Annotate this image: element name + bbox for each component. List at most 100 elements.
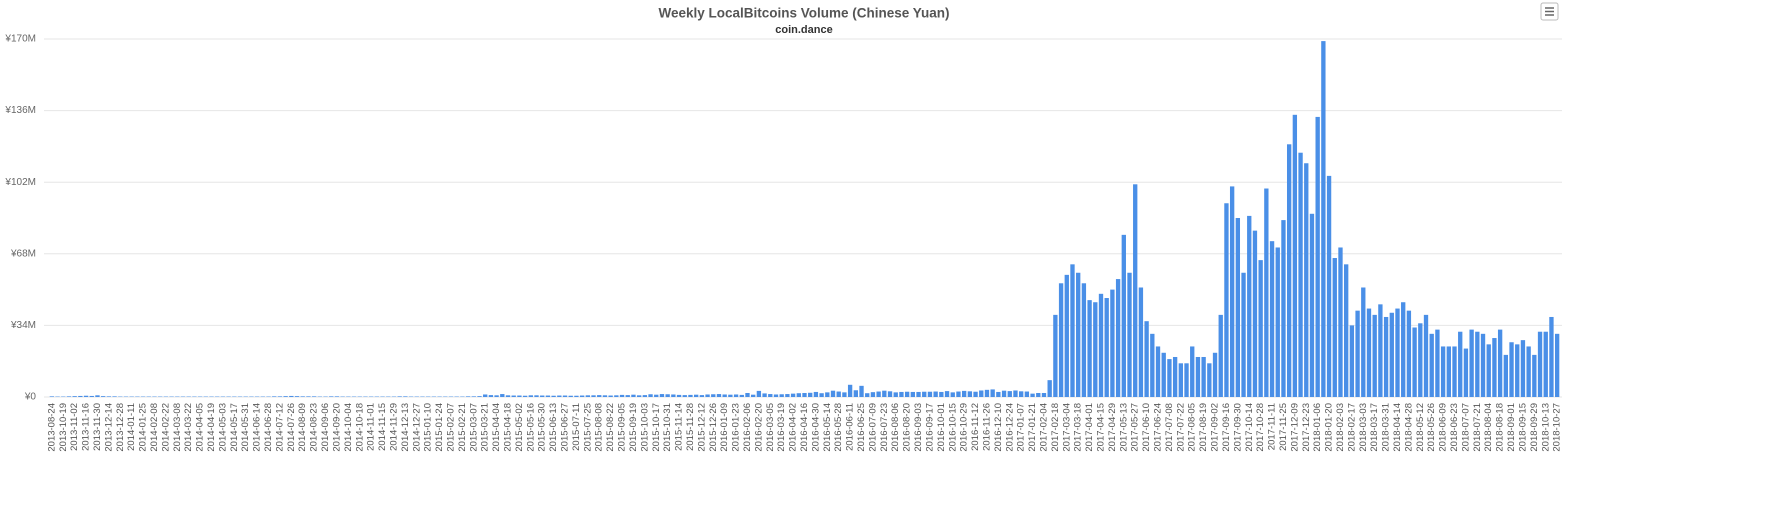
bar [1081, 283, 1087, 397]
bar [979, 390, 984, 397]
bar [1087, 300, 1092, 397]
bar [756, 390, 762, 397]
x-tick-label: 2016-03-19 [776, 403, 787, 452]
bar [1503, 354, 1508, 397]
chart-title: Weekly LocalBitcoins Volume (Chinese Yua… [658, 6, 949, 21]
bar [579, 395, 585, 397]
bar [483, 394, 488, 397]
bar [1001, 390, 1007, 397]
x-tick-label: 2016-05-28 [833, 403, 844, 452]
bar [500, 394, 505, 397]
bar [78, 395, 83, 397]
bar [1167, 359, 1172, 397]
x-tick-label: 2015-11-28 [685, 403, 696, 451]
bar [642, 395, 648, 397]
bar [277, 396, 283, 397]
bar [306, 396, 311, 397]
bar [465, 396, 471, 397]
bar [636, 395, 642, 397]
bar [1053, 314, 1058, 397]
bar [585, 395, 590, 397]
bar [825, 392, 830, 397]
bar [1326, 175, 1332, 397]
x-tick-label: 2014-01-25 [138, 403, 149, 452]
bar [1492, 338, 1497, 397]
x-tick-label: 2018-01-06 [1312, 403, 1323, 452]
bar [699, 395, 705, 397]
bar [1429, 333, 1434, 397]
bar [1292, 114, 1298, 397]
bar [779, 394, 784, 397]
x-tick-label: 2014-05-17 [229, 403, 240, 452]
bar [830, 390, 836, 397]
x-tick-label: 2016-02-06 [742, 403, 753, 452]
bar [283, 396, 288, 397]
x-tick-label: 2016-11-26 [981, 403, 992, 451]
bar [865, 393, 870, 397]
bar [1412, 327, 1417, 397]
x-tick-label: 2014-08-09 [297, 403, 308, 452]
bar [1344, 264, 1349, 397]
x-tick-label: 2016-11-12 [970, 403, 981, 451]
bar [870, 392, 876, 397]
bar [1269, 241, 1275, 397]
bar [728, 394, 733, 397]
bar [1469, 329, 1474, 397]
x-tick-label: 2018-04-14 [1392, 403, 1403, 452]
y-tick-label: ¥68M [10, 248, 36, 259]
bar [665, 394, 670, 397]
x-tick-label: 2015-08-22 [605, 403, 616, 452]
x-tick-label: 2017-08-05 [1187, 403, 1198, 452]
x-tick-label: 2014-05-03 [217, 403, 228, 452]
bar [1372, 314, 1377, 397]
x-tick-label: 2014-10-18 [354, 403, 365, 452]
bar [614, 395, 619, 397]
x-tick-label: 2015-10-17 [651, 403, 662, 452]
bar [944, 391, 950, 397]
bar [1315, 116, 1320, 397]
bar [1549, 316, 1554, 397]
x-tick-label: 2014-10-04 [343, 403, 354, 452]
bar [1030, 393, 1035, 397]
x-tick-label: 2017-10-14 [1244, 403, 1255, 452]
bar [859, 385, 864, 397]
bar [762, 393, 767, 397]
bar [961, 390, 967, 397]
bar [1252, 230, 1258, 397]
bar [1349, 325, 1355, 397]
x-tick-label: 2017-01-07 [1016, 403, 1027, 452]
bar [996, 391, 1001, 397]
y-tick-label: ¥102M [4, 177, 36, 188]
x-tick-label: 2016-09-03 [913, 403, 924, 452]
bar [876, 391, 881, 397]
bar [1486, 344, 1491, 397]
bar [1435, 329, 1440, 397]
x-tick-label: 2017-12-09 [1289, 403, 1300, 452]
menu-button[interactable] [1540, 2, 1559, 21]
bar [659, 394, 665, 397]
bar [494, 395, 499, 397]
x-tick-label: 2018-02-17 [1346, 403, 1357, 452]
x-tick-label: 2014-09-20 [331, 403, 342, 452]
bar [1440, 346, 1446, 397]
x-tick-label: 2018-10-27 [1552, 403, 1563, 452]
x-tick-label: 2015-12-12 [696, 403, 707, 452]
x-tick-label: 2017-10-28 [1255, 403, 1266, 452]
bar [739, 394, 744, 397]
bar [488, 395, 494, 397]
bar [967, 391, 973, 397]
bar [591, 395, 596, 397]
bar [785, 394, 790, 397]
bar [1458, 331, 1463, 397]
x-tick-label: 2018-07-21 [1472, 403, 1483, 452]
x-tick-label: 2015-09-19 [628, 403, 639, 452]
x-tick-label: 2017-07-08 [1164, 403, 1175, 452]
x-tick-label: 2016-05-14 [822, 403, 833, 452]
x-tick-label: 2015-02-21 [457, 403, 468, 452]
bar [1041, 392, 1047, 397]
x-tick-label: 2017-07-22 [1175, 403, 1186, 452]
bar [768, 394, 773, 397]
bar [648, 394, 653, 397]
bar [608, 395, 613, 397]
x-tick-label: 2018-08-04 [1483, 403, 1494, 452]
